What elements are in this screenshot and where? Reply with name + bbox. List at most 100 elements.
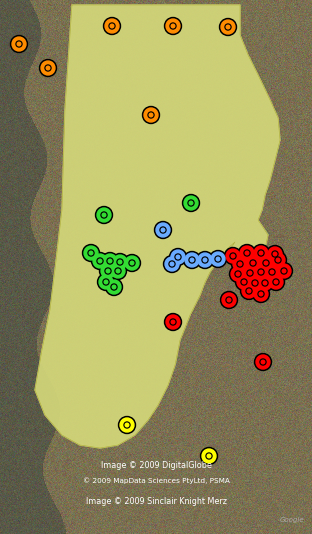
Text: Image © 2009 DigitalGlobe: Image © 2009 DigitalGlobe bbox=[100, 461, 212, 470]
Circle shape bbox=[251, 261, 255, 265]
Circle shape bbox=[237, 275, 251, 289]
Circle shape bbox=[84, 246, 98, 260]
Circle shape bbox=[258, 291, 264, 297]
Circle shape bbox=[93, 254, 107, 268]
Circle shape bbox=[201, 447, 217, 465]
Circle shape bbox=[244, 250, 250, 256]
Circle shape bbox=[117, 259, 123, 265]
Circle shape bbox=[225, 24, 231, 30]
Circle shape bbox=[107, 280, 121, 294]
Circle shape bbox=[230, 253, 236, 259]
Circle shape bbox=[245, 251, 249, 255]
Circle shape bbox=[259, 251, 263, 255]
Circle shape bbox=[269, 269, 275, 275]
Circle shape bbox=[225, 247, 241, 264]
Text: Image © 2009 Sinclair Knight Merz: Image © 2009 Sinclair Knight Merz bbox=[85, 497, 227, 506]
Circle shape bbox=[207, 454, 211, 458]
Circle shape bbox=[256, 274, 274, 292]
Circle shape bbox=[209, 250, 227, 268]
Circle shape bbox=[41, 61, 55, 75]
Circle shape bbox=[149, 113, 153, 117]
Circle shape bbox=[95, 207, 113, 224]
Circle shape bbox=[241, 279, 247, 285]
Circle shape bbox=[116, 269, 120, 273]
Circle shape bbox=[226, 249, 240, 263]
Circle shape bbox=[231, 254, 235, 258]
Circle shape bbox=[111, 254, 129, 271]
Circle shape bbox=[206, 453, 212, 459]
Circle shape bbox=[97, 258, 103, 264]
Circle shape bbox=[254, 265, 268, 279]
Circle shape bbox=[97, 273, 115, 290]
Circle shape bbox=[230, 265, 246, 282]
Circle shape bbox=[275, 257, 281, 263]
Circle shape bbox=[270, 252, 286, 269]
Circle shape bbox=[125, 423, 129, 427]
Circle shape bbox=[235, 271, 241, 277]
Circle shape bbox=[271, 253, 285, 267]
Circle shape bbox=[252, 263, 270, 280]
Circle shape bbox=[183, 252, 201, 269]
Circle shape bbox=[156, 223, 170, 237]
Circle shape bbox=[111, 284, 117, 290]
Circle shape bbox=[16, 41, 22, 47]
Circle shape bbox=[277, 264, 291, 278]
Circle shape bbox=[236, 273, 252, 290]
Circle shape bbox=[45, 65, 51, 71]
Circle shape bbox=[118, 260, 122, 264]
Circle shape bbox=[276, 258, 280, 262]
Circle shape bbox=[104, 18, 120, 35]
Circle shape bbox=[163, 255, 181, 272]
Circle shape bbox=[106, 269, 110, 273]
Circle shape bbox=[221, 20, 235, 34]
Circle shape bbox=[112, 285, 116, 289]
Circle shape bbox=[259, 270, 263, 274]
Circle shape bbox=[238, 245, 256, 262]
Text: © 2009 MapData Sciences PtyLtd, PSMA: © 2009 MapData Sciences PtyLtd, PSMA bbox=[83, 478, 229, 484]
Circle shape bbox=[273, 279, 279, 285]
Circle shape bbox=[164, 18, 182, 35]
Circle shape bbox=[113, 255, 127, 269]
Circle shape bbox=[144, 108, 158, 122]
Circle shape bbox=[108, 259, 112, 263]
Circle shape bbox=[252, 280, 258, 286]
Circle shape bbox=[115, 268, 121, 274]
Circle shape bbox=[101, 264, 115, 278]
Circle shape bbox=[164, 313, 182, 331]
Circle shape bbox=[120, 418, 134, 432]
Circle shape bbox=[171, 250, 185, 264]
Circle shape bbox=[101, 212, 107, 218]
Circle shape bbox=[254, 246, 268, 260]
Circle shape bbox=[236, 272, 240, 276]
Circle shape bbox=[189, 257, 195, 263]
Circle shape bbox=[202, 257, 208, 263]
Circle shape bbox=[246, 274, 264, 292]
Circle shape bbox=[82, 245, 100, 262]
Circle shape bbox=[184, 196, 198, 210]
Circle shape bbox=[124, 255, 140, 271]
Circle shape bbox=[176, 255, 180, 259]
Circle shape bbox=[129, 260, 135, 266]
Circle shape bbox=[175, 254, 181, 260]
Circle shape bbox=[246, 288, 252, 294]
Circle shape bbox=[203, 258, 207, 262]
Circle shape bbox=[231, 267, 245, 281]
Circle shape bbox=[88, 250, 94, 256]
Circle shape bbox=[216, 257, 220, 261]
Circle shape bbox=[170, 262, 174, 266]
Circle shape bbox=[197, 252, 213, 269]
Circle shape bbox=[154, 222, 172, 239]
Circle shape bbox=[171, 320, 175, 324]
Circle shape bbox=[170, 319, 176, 325]
Circle shape bbox=[104, 280, 108, 284]
Circle shape bbox=[263, 281, 267, 285]
Circle shape bbox=[226, 25, 230, 29]
Circle shape bbox=[119, 417, 135, 434]
Circle shape bbox=[111, 264, 125, 278]
Circle shape bbox=[233, 257, 247, 271]
Circle shape bbox=[46, 66, 50, 70]
Circle shape bbox=[125, 256, 139, 270]
Circle shape bbox=[282, 269, 286, 273]
Circle shape bbox=[268, 247, 282, 261]
Circle shape bbox=[105, 268, 111, 274]
